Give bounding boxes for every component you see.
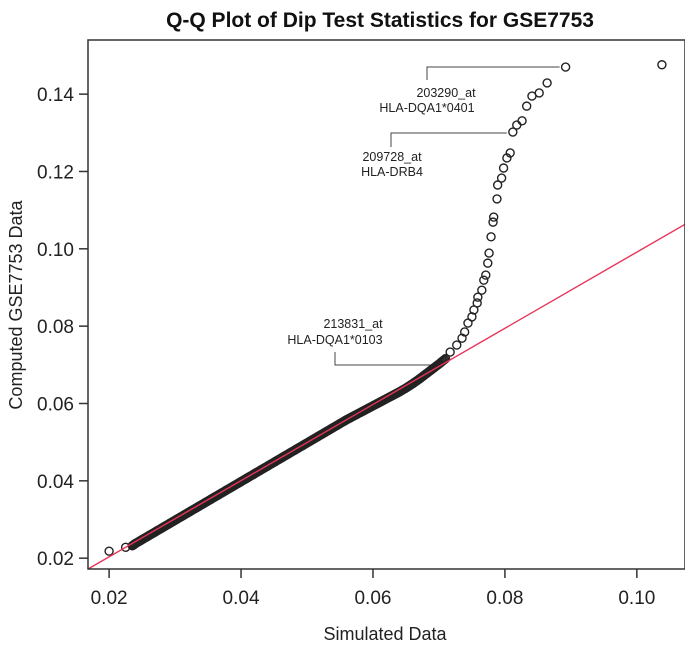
x-axis-label: Simulated Data [323, 624, 447, 644]
annotation-probe-label: 209728_at [362, 150, 422, 164]
y-tick-label: 0.06 [37, 394, 74, 415]
plot-frame [87, 39, 685, 570]
data-point [477, 285, 487, 295]
chart-title: Q-Q Plot of Dip Test Statistics for GSE7… [166, 9, 594, 32]
data-point [481, 270, 491, 280]
data-point [496, 173, 507, 183]
data-point [488, 217, 498, 227]
data-point [505, 148, 515, 158]
data-point [508, 127, 518, 137]
x-tick-label: 0.06 [354, 588, 391, 609]
x-tick-label: 0.08 [486, 588, 523, 609]
data-point [486, 232, 496, 242]
y-tick-label: 0.02 [37, 549, 74, 570]
annotation-gene-label: HLA-DQA1*0103 [287, 333, 382, 347]
annotation-probe-label: 203290_at [416, 86, 476, 100]
data-point [472, 298, 482, 308]
data-point [484, 248, 494, 258]
annotation-leader-line [426, 66, 560, 80]
data-point [498, 163, 509, 173]
data-point [657, 60, 667, 70]
data-point [445, 347, 455, 357]
data-point [534, 88, 544, 98]
data-point [457, 333, 467, 343]
annotation-gene-label: HLA-DQA1*0401 [379, 101, 474, 115]
data-point [459, 327, 470, 337]
x-tick-label: 0.10 [618, 588, 655, 609]
data-point [542, 78, 552, 88]
x-tick-label: 0.04 [223, 588, 260, 609]
annotation-probe-label: 213831_at [323, 317, 383, 331]
data-point [452, 340, 462, 350]
data-point [521, 101, 532, 111]
data-point [560, 62, 571, 72]
data-point [479, 275, 489, 285]
reference-line [87, 223, 685, 570]
y-tick-label: 0.10 [37, 240, 74, 261]
data-point [512, 120, 522, 130]
y-tick-label: 0.08 [37, 317, 74, 338]
data-point [488, 212, 499, 222]
y-tick-label: 0.04 [37, 472, 74, 493]
y-axis-label: Computed GSE7753 Data [6, 199, 26, 409]
annotation-leader-line [390, 132, 507, 147]
data-point [104, 546, 114, 556]
annotation-leader-line [334, 352, 445, 366]
data-point [492, 194, 502, 204]
data-point [483, 258, 493, 268]
x-tick-label: 0.02 [91, 588, 128, 609]
data-point [517, 116, 527, 126]
annotation-gene-label: HLA-DRB4 [361, 165, 423, 179]
data-point [473, 292, 483, 302]
y-tick-label: 0.12 [37, 162, 74, 183]
data-point [492, 180, 503, 190]
y-tick-label: 0.14 [37, 85, 74, 106]
